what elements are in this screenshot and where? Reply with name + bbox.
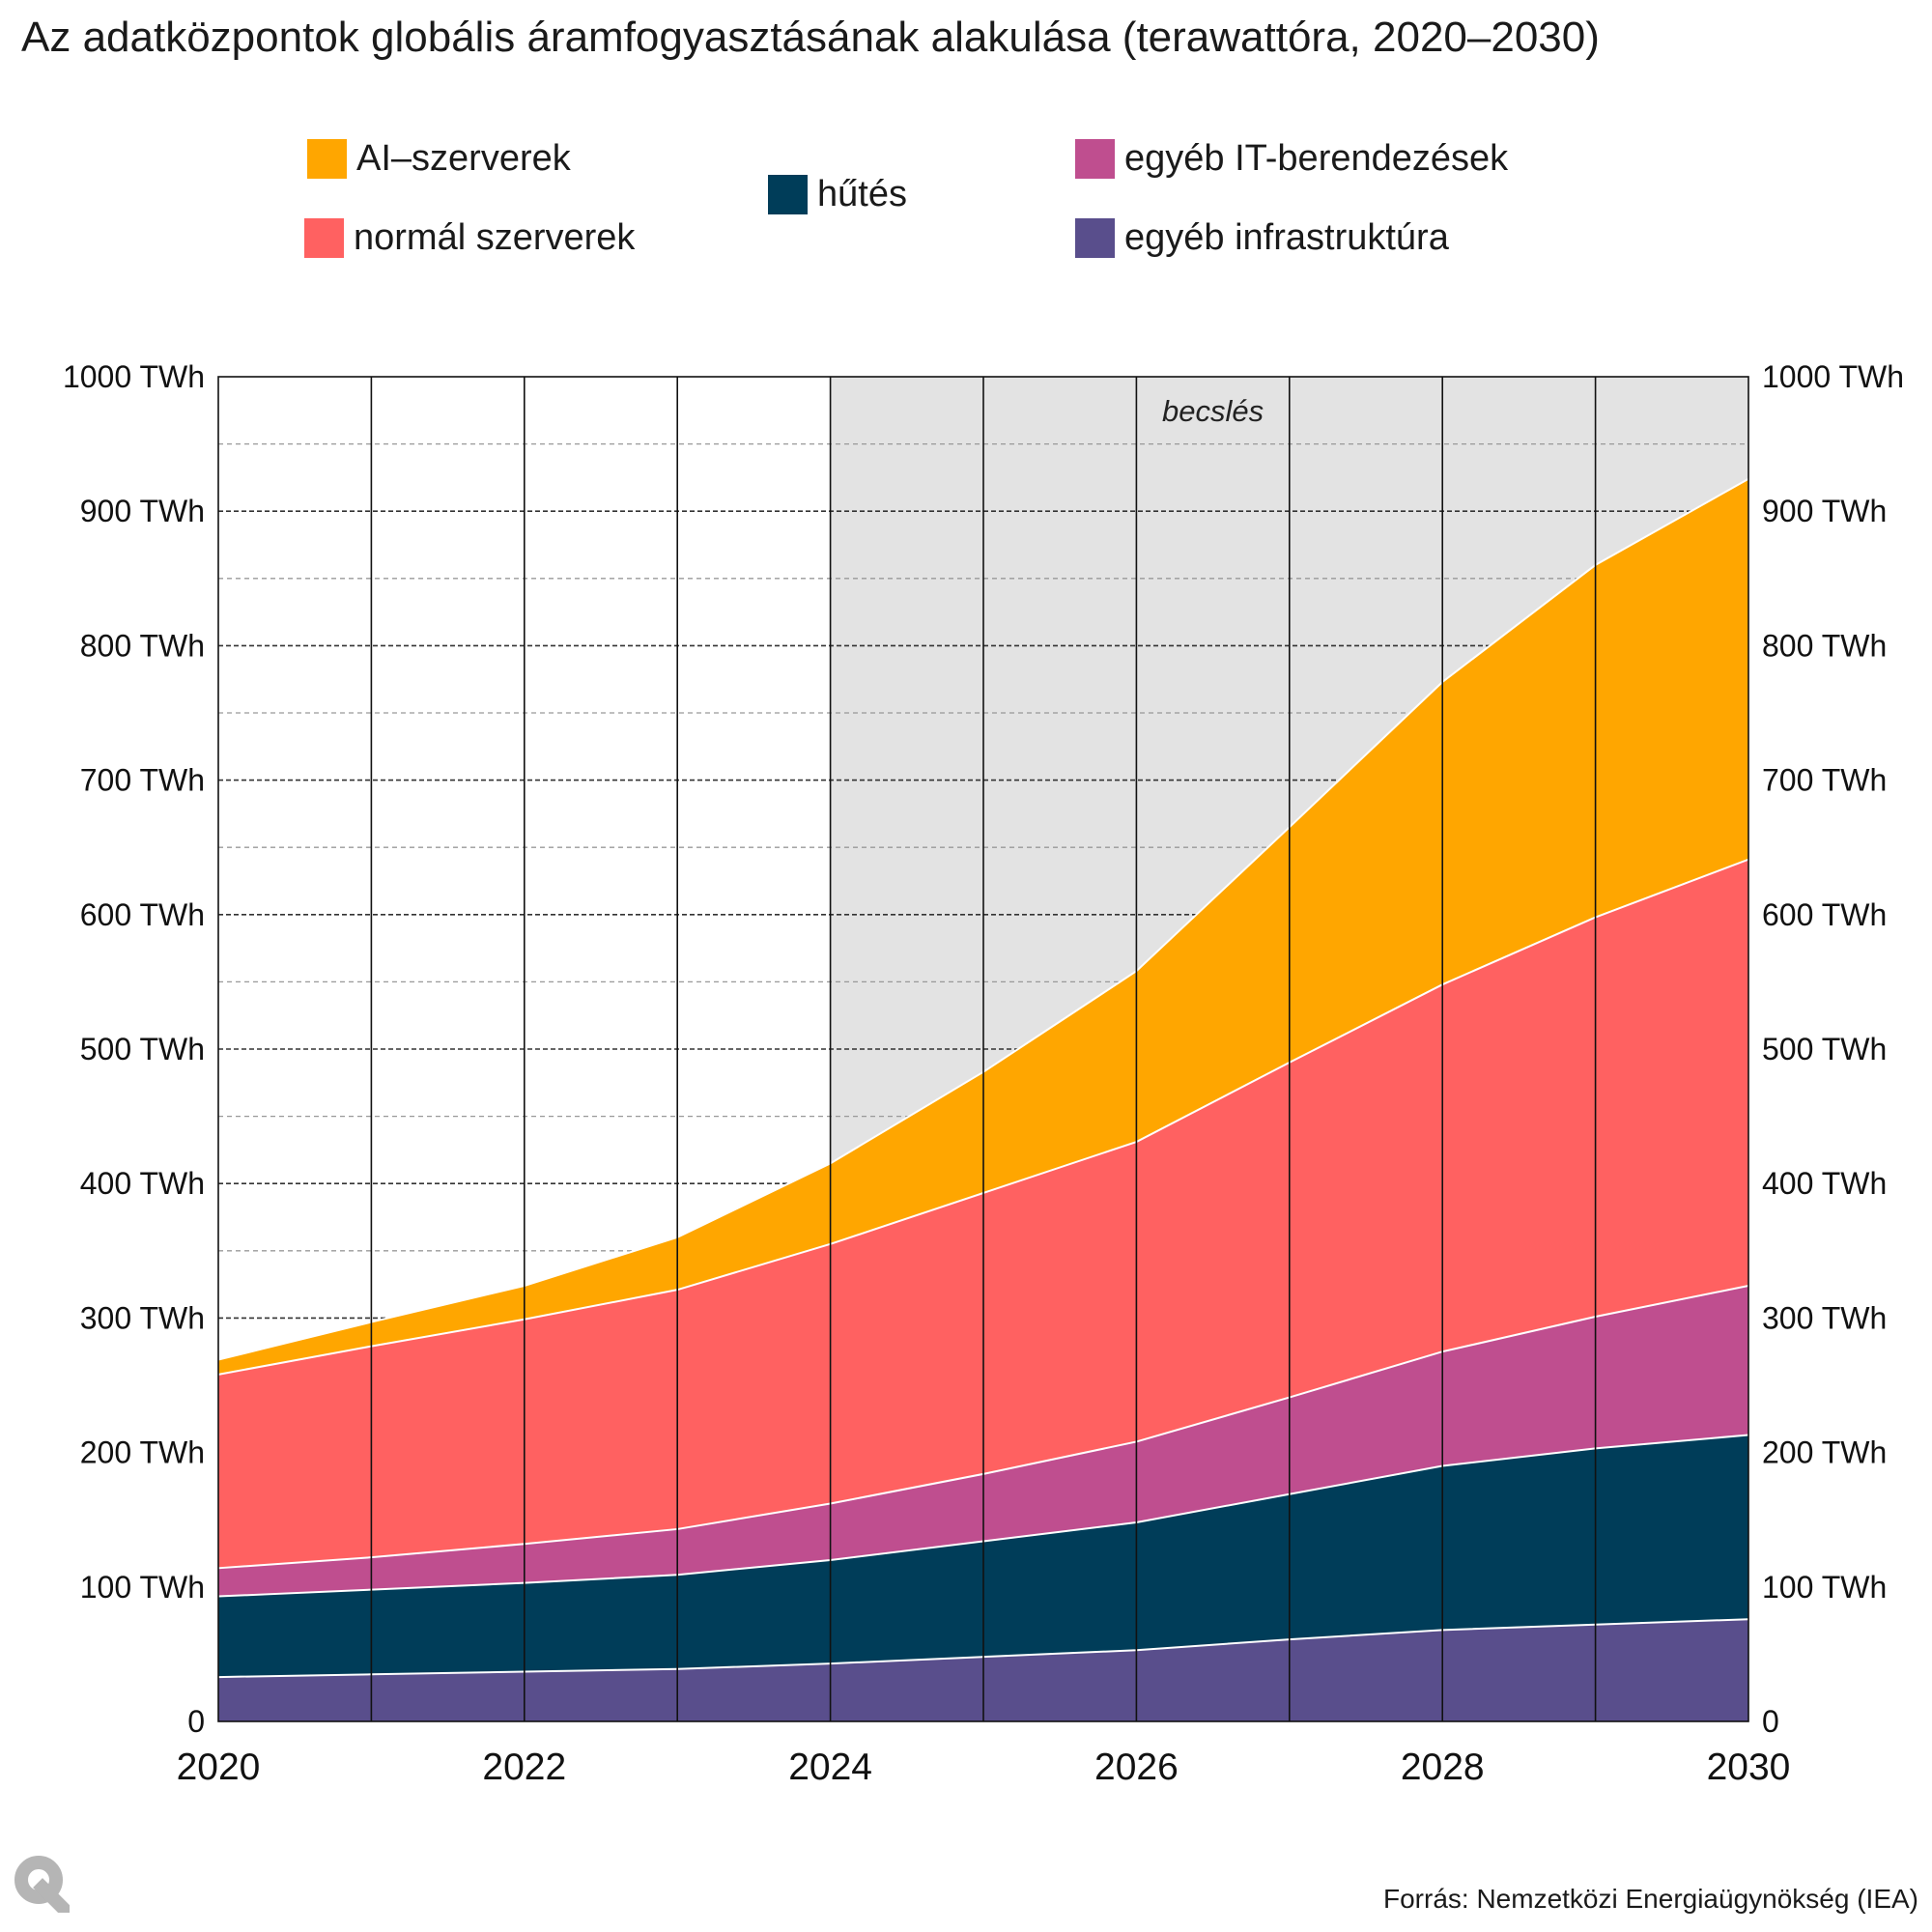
x-tick-label: 2026 [1094, 1747, 1179, 1788]
y-tick-label-left: 600 TWh [80, 897, 205, 932]
source-note: Forrás: Nemzetközi Energiaügynökség (IEA… [1383, 1884, 1918, 1914]
x-tick-label: 2030 [1707, 1747, 1791, 1788]
y-tick-label-left: 500 TWh [80, 1032, 205, 1066]
y-tick-label-left: 0 [187, 1704, 205, 1739]
legend-item-other-it: egyéb IT-berendezések [1075, 138, 1508, 180]
y-tick-label-right: 100 TWh [1762, 1570, 1887, 1605]
plot-frame [217, 376, 1749, 1722]
legend-swatch-cooling [768, 175, 808, 214]
legend-label-ai-servers: AI–szerverek [356, 138, 571, 179]
legend-item-other-infra: egyéb infrastruktúra [1075, 217, 1449, 259]
x-tick-label: 2022 [482, 1747, 566, 1788]
y-tick-label-left: 400 TWh [80, 1166, 205, 1201]
legend-swatch-normal-servers [304, 218, 344, 258]
y-tick-label-left: 200 TWh [80, 1435, 205, 1470]
y-tick-label-right: 700 TWh [1762, 763, 1887, 798]
y-tick-label-right: 500 TWh [1762, 1032, 1887, 1066]
y-tick-label-left: 300 TWh [80, 1300, 205, 1335]
legend-label-other-it: egyéb IT-berendezések [1124, 138, 1509, 179]
y-tick-label-left: 100 TWh [80, 1570, 205, 1605]
y-tick-label-right: 400 TWh [1762, 1166, 1887, 1201]
x-tick-label: 2020 [177, 1747, 261, 1788]
legend-swatch-other-infra [1075, 218, 1115, 258]
estimate-label: becslés [1162, 394, 1264, 428]
y-tick-label-left: 700 TWh [80, 763, 205, 798]
legend-label-cooling: hűtés [817, 174, 907, 214]
legend-label-other-infra: egyéb infrastruktúra [1124, 217, 1449, 258]
y-tick-label-left: 800 TWh [80, 628, 205, 663]
y-tick-label-right: 200 TWh [1762, 1435, 1887, 1470]
y-tick-label-left: 900 TWh [80, 494, 205, 528]
y-tick-label-right: 0 [1762, 1704, 1779, 1739]
legend-swatch-other-it [1075, 139, 1115, 179]
chart-title: Az adatközpontok globális áramfogyasztás… [21, 14, 1600, 61]
q-logo-icon [14, 1856, 70, 1913]
y-tick-label-right: 900 TWh [1762, 494, 1887, 528]
x-tick-label: 2028 [1401, 1747, 1485, 1788]
y-tick-label-right: 300 TWh [1762, 1300, 1887, 1335]
y-tick-label-right: 1000 TWh [1762, 359, 1904, 394]
y-tick-label-right: 600 TWh [1762, 897, 1887, 932]
legend-item-cooling: hűtés [768, 174, 907, 215]
x-tick-label: 2024 [788, 1747, 872, 1788]
legend-label-normal-servers: normál szerverek [354, 217, 636, 258]
legend-item-ai-servers: AI–szerverek [307, 138, 571, 180]
y-tick-label-left: 1000 TWh [63, 359, 205, 394]
legend-swatch-ai-servers [307, 139, 347, 179]
legend-item-normal-servers: normál szerverek [304, 217, 635, 259]
y-tick-label-right: 800 TWh [1762, 628, 1887, 663]
